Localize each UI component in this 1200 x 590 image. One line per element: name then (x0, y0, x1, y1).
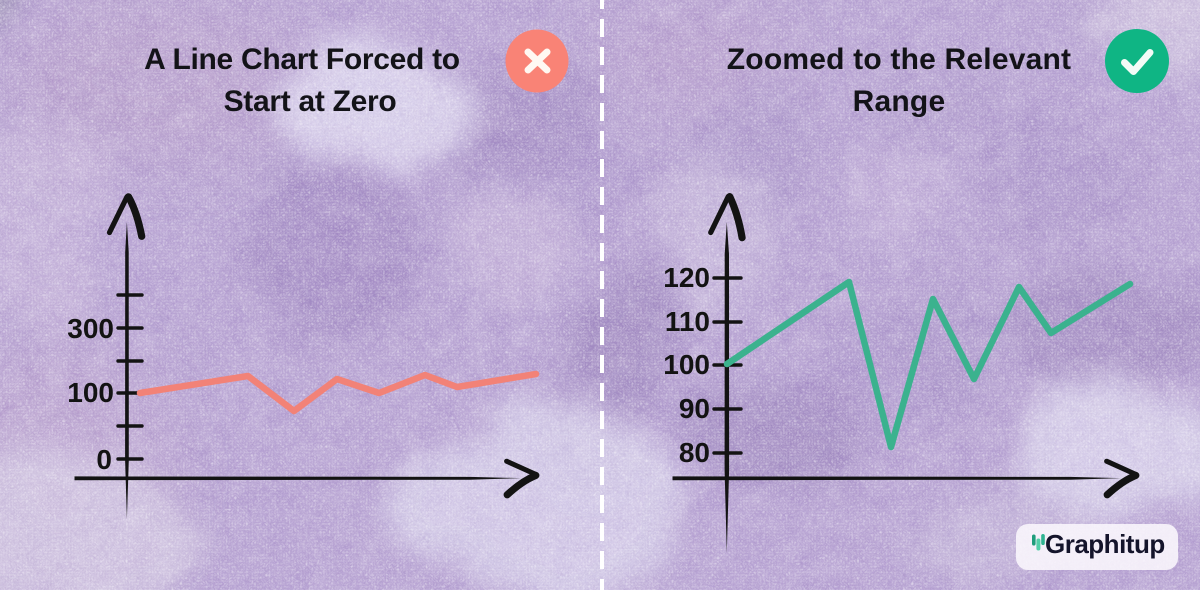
svg-text:0: 0 (96, 444, 112, 475)
svg-text:100: 100 (67, 377, 114, 408)
svg-text:Graphitup: Graphitup (1045, 529, 1165, 559)
svg-text:300: 300 (67, 313, 114, 344)
svg-text:110: 110 (665, 306, 710, 337)
svg-text:80: 80 (679, 437, 710, 468)
svg-text:90: 90 (679, 393, 710, 424)
svg-text:120: 120 (663, 262, 710, 293)
svg-text:100: 100 (663, 349, 710, 380)
